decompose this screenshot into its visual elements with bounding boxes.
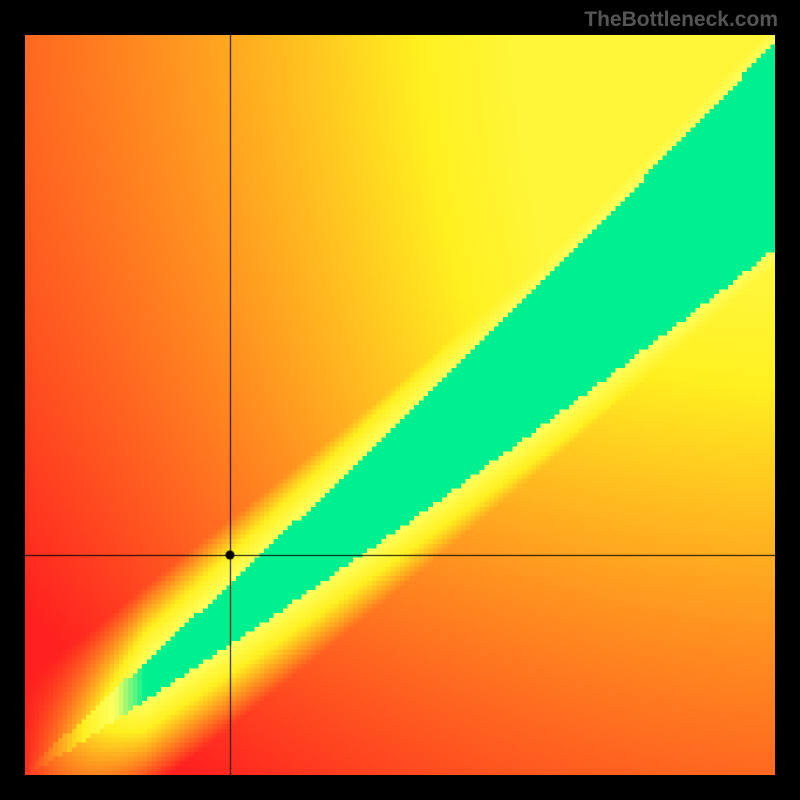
crosshair-overlay xyxy=(25,35,775,775)
bottleneck-heatmap-chart xyxy=(25,35,775,775)
watermark-text: TheBottleneck.com xyxy=(584,8,778,32)
